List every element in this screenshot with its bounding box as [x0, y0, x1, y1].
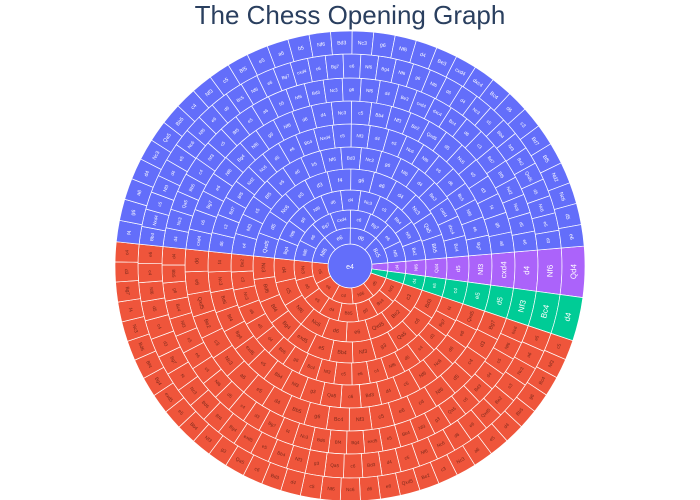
- sector-red: [327, 429, 348, 455]
- sector-red: [137, 243, 164, 265]
- sector-red: [114, 261, 139, 283]
- sector-red: [161, 246, 187, 266]
- sector-purple: [490, 251, 516, 289]
- sector-red: [115, 280, 141, 303]
- sector-red: [323, 452, 345, 479]
- sector-blue: [558, 224, 585, 249]
- sector-red: [273, 257, 296, 284]
- sector-purple: [535, 247, 563, 295]
- sector-purple: [467, 253, 493, 286]
- sector-red: [230, 253, 254, 273]
- sector-blue: [330, 100, 352, 126]
- sector-purple: [559, 245, 586, 299]
- sector-red: [339, 477, 361, 500]
- sector-red: [325, 406, 350, 432]
- sector-blue: [340, 146, 362, 170]
- sector-red: [252, 255, 276, 280]
- sector-red: [346, 430, 366, 455]
- sector-red: [184, 270, 211, 296]
- sector-blue: [351, 30, 375, 56]
- sector-blue: [340, 189, 362, 211]
- sector-red: [360, 451, 383, 478]
- sector-blue: [341, 77, 362, 102]
- sector-blue: [324, 53, 345, 80]
- sector-blue: [330, 30, 353, 56]
- sector-red: [161, 264, 187, 284]
- sector-red: [207, 250, 233, 273]
- sector-blue: [350, 100, 373, 126]
- sector-blue: [322, 77, 344, 104]
- sector-blue: [331, 123, 352, 149]
- sector-red: [340, 384, 362, 409]
- sector-red: [319, 475, 342, 500]
- sector-purple: [424, 257, 448, 280]
- sector-red: [359, 475, 381, 500]
- chart-title: The Chess Opening Graph: [194, 0, 506, 30]
- sector-red: [351, 361, 371, 386]
- sector-red: [114, 241, 140, 263]
- sector-purple: [445, 255, 470, 283]
- sector-blue: [342, 53, 362, 79]
- sector-red: [138, 280, 166, 303]
- sector-red: [184, 248, 210, 273]
- sector-red: [137, 263, 163, 284]
- sector-red: [343, 453, 364, 479]
- sector-purple: [513, 249, 539, 292]
- sector-red: [348, 406, 373, 432]
- sector-blue: [308, 31, 333, 58]
